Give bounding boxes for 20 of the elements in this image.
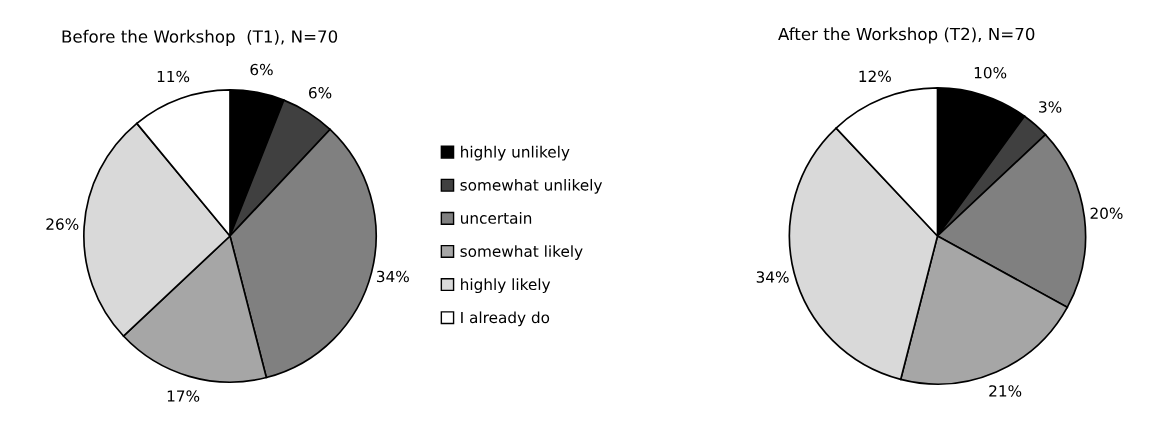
legend-label: I already do bbox=[461, 311, 550, 327]
data-label: 34% bbox=[376, 270, 409, 283]
chart-title: Before the Workshop (T1), N=70 bbox=[62, 29, 338, 46]
data-label: 12% bbox=[859, 70, 891, 83]
data-label: 17% bbox=[167, 390, 200, 402]
data-label: 34% bbox=[756, 271, 789, 283]
data-label: 10% bbox=[974, 66, 1007, 79]
data-label: 6% bbox=[250, 63, 273, 76]
data-label: 26% bbox=[46, 218, 79, 230]
data-label: 20% bbox=[1090, 207, 1123, 220]
chart-title: After the Workshop (T2), N=70 bbox=[778, 27, 1035, 44]
data-label: 3% bbox=[1039, 101, 1062, 113]
legend-label: somewhat unlikely bbox=[460, 178, 603, 194]
data-label: 21% bbox=[989, 385, 1022, 397]
legend-label: highly unlikely bbox=[461, 145, 570, 161]
data-label: 6% bbox=[309, 86, 332, 99]
data-label: 11% bbox=[157, 70, 190, 83]
legend-label: uncertain bbox=[460, 212, 532, 224]
legend-label: somewhat likely bbox=[460, 245, 583, 260]
legend-label: highly likely bbox=[461, 278, 551, 294]
